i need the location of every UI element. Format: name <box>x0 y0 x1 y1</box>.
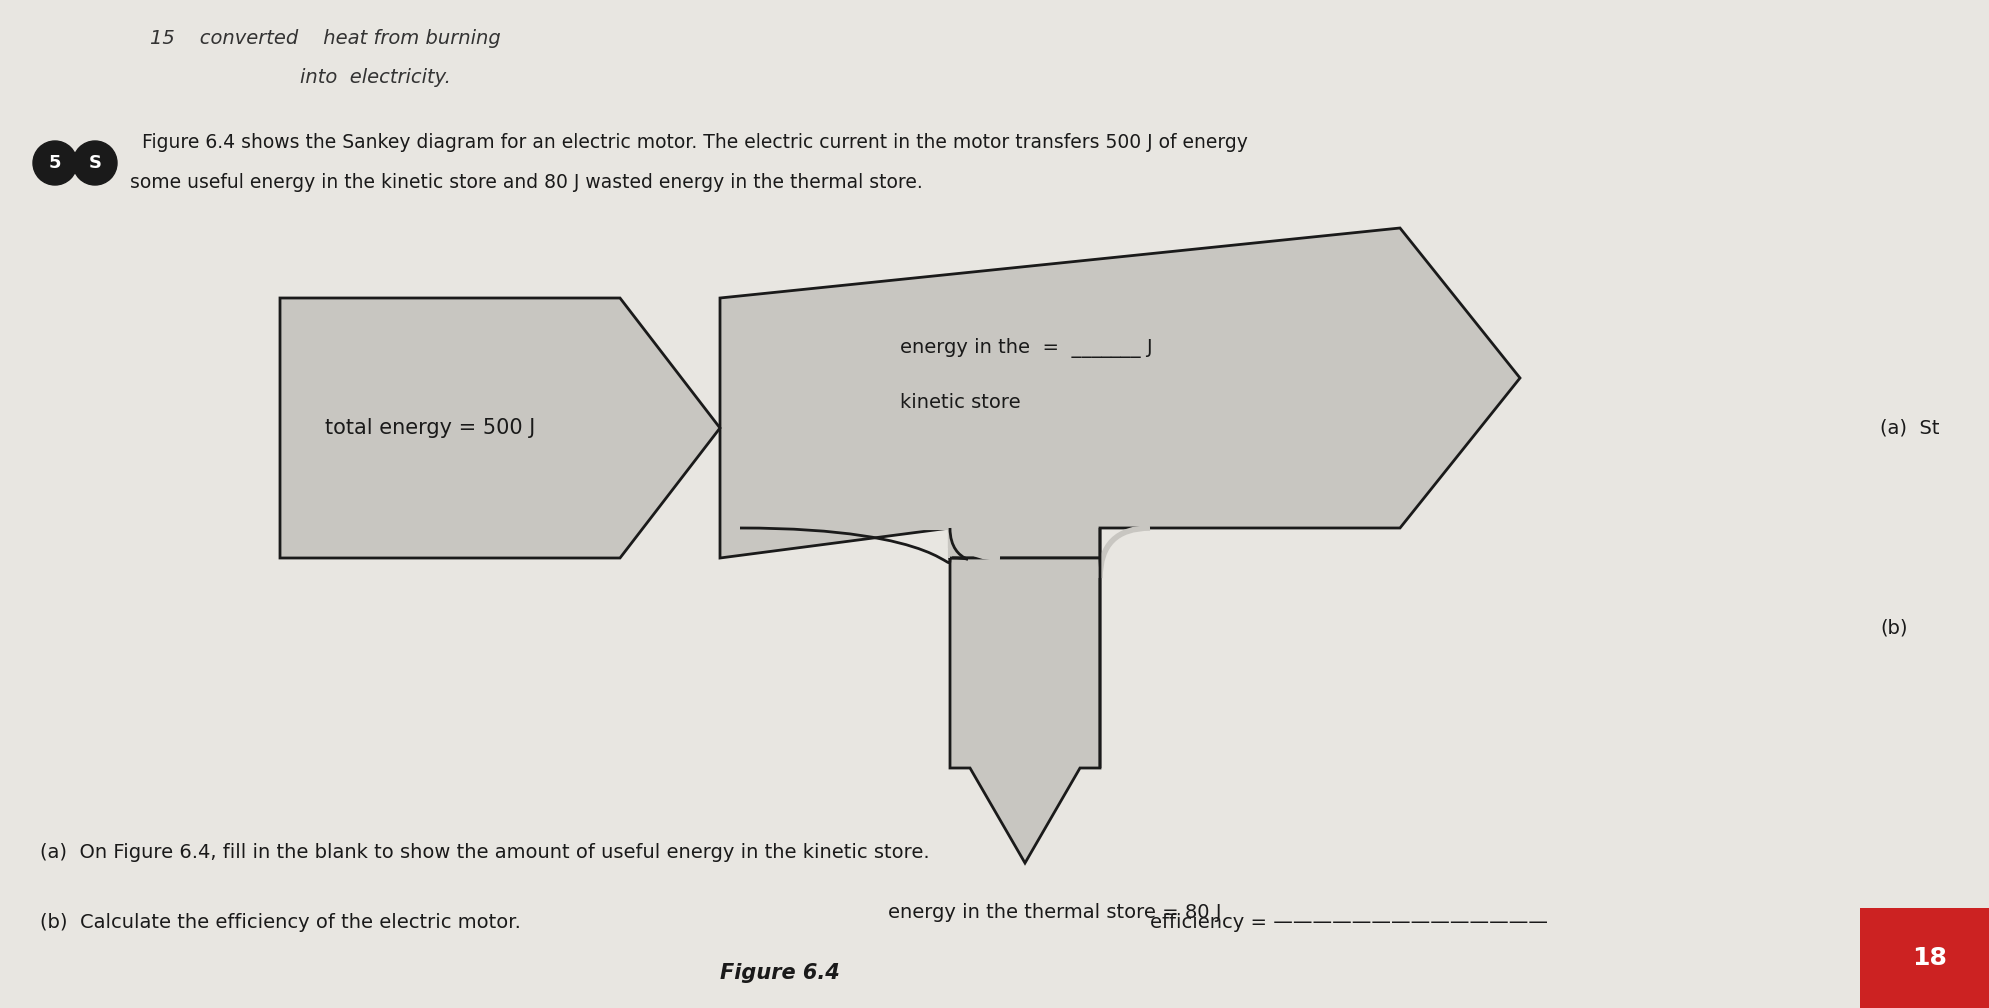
Polygon shape <box>720 228 1520 558</box>
Text: (a)  On Figure 6.4, fill in the blank to show the amount of useful energy in the: (a) On Figure 6.4, fill in the blank to … <box>40 844 929 863</box>
Text: (b): (b) <box>1880 619 1907 637</box>
Circle shape <box>34 141 78 185</box>
Text: 15    converted    heat from burning: 15 converted heat from burning <box>149 28 501 47</box>
Polygon shape <box>280 298 720 558</box>
Text: energy in the thermal store = 80 J: energy in the thermal store = 80 J <box>889 903 1221 922</box>
Text: S: S <box>88 154 101 172</box>
Text: 18: 18 <box>1913 946 1947 970</box>
Text: (a)  St: (a) St <box>1880 418 1939 437</box>
Text: total energy = 500 J: total energy = 500 J <box>324 418 535 438</box>
Text: into  electricity.: into electricity. <box>300 69 452 88</box>
Text: 5: 5 <box>50 154 62 172</box>
Polygon shape <box>1860 908 1989 1008</box>
Text: some useful energy in the kinetic store and 80 J wasted energy in the thermal st: some useful energy in the kinetic store … <box>129 173 923 193</box>
Text: Figure 6.4 shows the Sankey diagram for an electric motor. The electric current : Figure 6.4 shows the Sankey diagram for … <box>129 133 1247 152</box>
Circle shape <box>74 141 117 185</box>
Text: efficiency = ——————————————: efficiency = —————————————— <box>1150 913 1547 932</box>
Text: energy in the  =  _______ J: energy in the = _______ J <box>899 338 1152 358</box>
Text: kinetic store: kinetic store <box>899 393 1020 412</box>
Polygon shape <box>951 558 1100 863</box>
Text: Figure 6.4: Figure 6.4 <box>720 963 839 983</box>
Text: (b)  Calculate the efficiency of the electric motor.: (b) Calculate the efficiency of the elec… <box>40 913 521 932</box>
